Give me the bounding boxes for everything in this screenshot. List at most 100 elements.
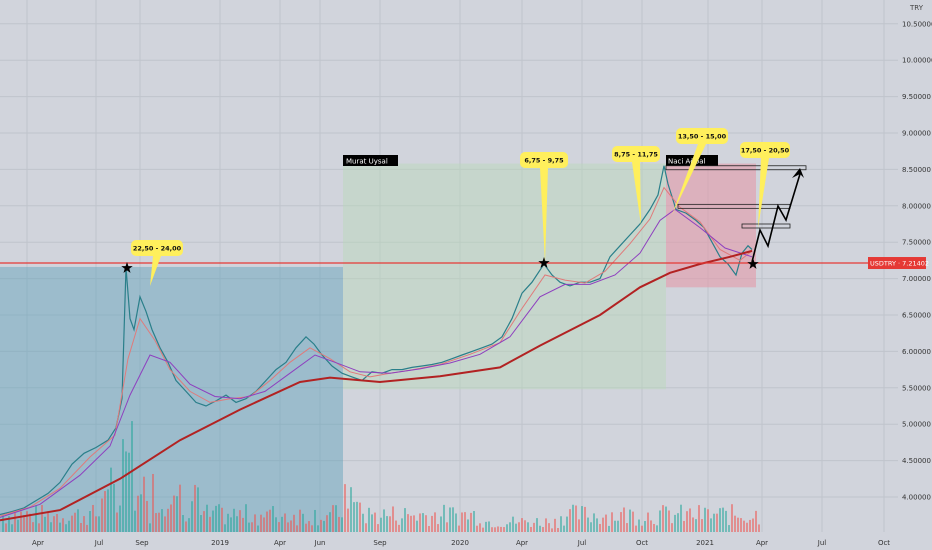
volume-bar bbox=[71, 515, 73, 532]
volume-bar bbox=[572, 504, 574, 532]
volume-bar bbox=[641, 525, 643, 532]
volume-bar bbox=[32, 522, 34, 532]
volume-bar bbox=[437, 524, 439, 532]
drawing-annotations bbox=[0, 165, 898, 273]
volume-bar bbox=[584, 506, 586, 532]
y-tick-label: 6.50000 bbox=[902, 312, 931, 320]
volume-bar bbox=[686, 511, 688, 532]
volume-bar bbox=[464, 512, 466, 532]
volume-bar bbox=[623, 507, 625, 532]
volume-bar bbox=[140, 494, 142, 532]
volume-bar bbox=[410, 515, 412, 532]
series-line-ma_slow bbox=[0, 249, 753, 522]
volume-bar bbox=[662, 505, 664, 532]
volume-bar bbox=[176, 496, 178, 532]
volume-bar bbox=[374, 512, 376, 532]
volume-bar bbox=[608, 525, 610, 532]
volume-bar bbox=[161, 509, 163, 532]
volume-bar bbox=[314, 509, 316, 532]
volume-bar bbox=[362, 513, 364, 532]
y-tick-label: 5.50000 bbox=[902, 384, 931, 392]
volume-bar bbox=[713, 513, 715, 532]
volume-bar bbox=[20, 511, 22, 532]
volume-bar bbox=[620, 512, 622, 532]
volume-bar bbox=[125, 451, 127, 532]
y-tick-label: 4.50000 bbox=[902, 457, 931, 465]
star-marker-icon bbox=[747, 258, 759, 269]
volume-bar bbox=[308, 521, 310, 532]
volume-bar bbox=[92, 504, 94, 532]
volume-bar bbox=[596, 518, 598, 532]
volume-bar bbox=[635, 525, 637, 532]
volume-bar bbox=[299, 509, 301, 532]
volume-bar bbox=[722, 507, 724, 532]
volume-bar bbox=[278, 522, 280, 532]
volume-bar bbox=[605, 514, 607, 532]
x-tick-label: Oct bbox=[878, 539, 890, 547]
volume-bar bbox=[200, 515, 202, 532]
volume-bar bbox=[434, 512, 436, 532]
volume-bar bbox=[545, 518, 547, 532]
volume-bar bbox=[446, 522, 448, 532]
x-tick-label: Apr bbox=[756, 539, 768, 547]
volume-bar bbox=[329, 512, 331, 532]
volume-bar bbox=[332, 505, 334, 532]
volume-bar bbox=[344, 484, 346, 532]
callout-pointer bbox=[672, 144, 706, 215]
callout-pointer bbox=[632, 162, 641, 225]
volume-bar bbox=[506, 524, 508, 532]
volume-bar bbox=[59, 522, 61, 532]
volume-bar bbox=[749, 519, 751, 532]
callout-box bbox=[520, 152, 568, 168]
volume-bar bbox=[203, 511, 205, 532]
volume-bar bbox=[359, 502, 361, 532]
volume-bar bbox=[533, 522, 535, 532]
target-zone-box bbox=[741, 223, 791, 229]
volume-bar bbox=[443, 504, 445, 532]
volume-bar bbox=[422, 513, 424, 532]
volume-bar bbox=[701, 519, 703, 532]
volume-bar bbox=[134, 510, 136, 532]
volume-bar bbox=[233, 508, 235, 532]
volume-bar bbox=[530, 526, 532, 532]
volume-bar bbox=[725, 510, 727, 532]
volume-bar bbox=[695, 519, 697, 532]
callout-label: 22,50 - 24,00 bbox=[133, 244, 182, 252]
currency-label: TRY bbox=[909, 4, 924, 12]
volume-bar bbox=[659, 510, 661, 532]
volume-bar bbox=[740, 518, 742, 532]
volume-bar bbox=[116, 512, 118, 532]
volume-bar bbox=[491, 527, 493, 532]
volume-bar bbox=[2, 515, 4, 532]
x-tick-label: Apr bbox=[274, 539, 286, 547]
y-tick-label: 6.00000 bbox=[902, 348, 931, 356]
volume-bar bbox=[26, 511, 28, 532]
volume-bar bbox=[53, 516, 55, 532]
volume-bar bbox=[488, 521, 490, 532]
volume-bar bbox=[143, 476, 145, 532]
volume-bar bbox=[581, 506, 583, 532]
period-label-naci-agbal: Naci Ağbal bbox=[668, 158, 706, 166]
volume-bar bbox=[569, 509, 571, 532]
volume-bar bbox=[392, 506, 394, 532]
x-tick-label: Sep bbox=[373, 539, 387, 547]
volume-bar bbox=[302, 513, 304, 532]
volume-bar bbox=[593, 513, 595, 532]
volume-bar bbox=[689, 508, 691, 532]
volume-bar bbox=[734, 515, 736, 532]
callout-pointer bbox=[758, 158, 769, 228]
volume-bar bbox=[164, 516, 166, 532]
volume-bar bbox=[746, 522, 748, 532]
volume-bar bbox=[752, 518, 754, 532]
volume-bar bbox=[560, 516, 562, 532]
x-tick-label: 2020 bbox=[451, 539, 469, 547]
volume-bar bbox=[527, 522, 529, 532]
volume-bar bbox=[677, 513, 679, 532]
volume-bar bbox=[62, 518, 64, 532]
volume-bar bbox=[395, 520, 397, 532]
volume-bar bbox=[428, 525, 430, 532]
volume-bar bbox=[122, 439, 124, 532]
volume-bar bbox=[536, 518, 538, 532]
y-tick-label: 9.50000 bbox=[902, 93, 931, 101]
